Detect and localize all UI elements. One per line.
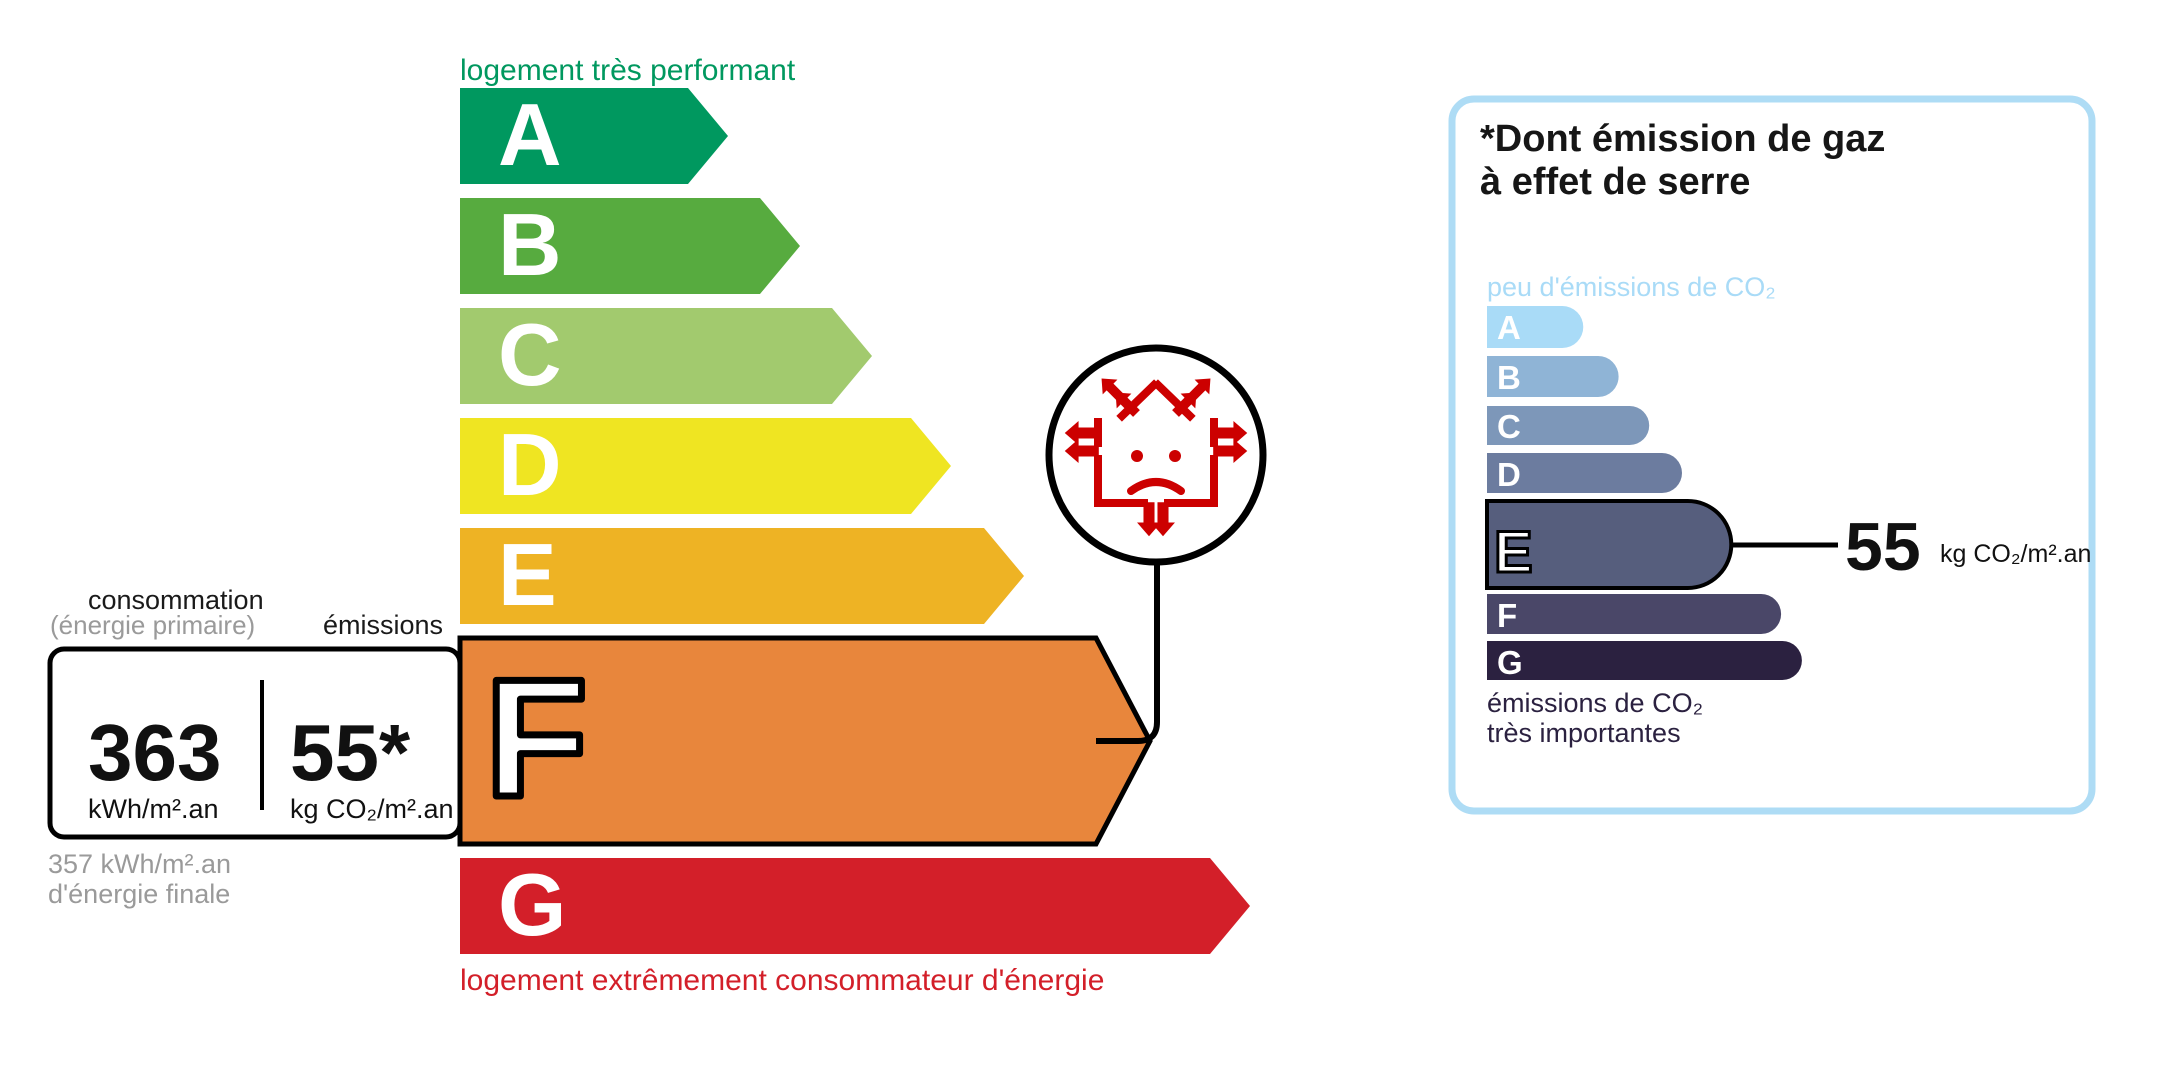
svg-text:logement extrêmement consommat: logement extrêmement consommateur d'éner… [460,964,1104,997]
svg-text:à effet de serre: à effet de serre [1480,161,1750,203]
svg-text:363: 363 [88,708,221,797]
svg-text:G: G [1497,644,1523,681]
svg-text:B: B [1497,359,1521,396]
svg-text:357 kWh/m².an: 357 kWh/m².an [48,849,231,879]
svg-text:B: B [498,195,562,294]
svg-text:peu d'émissions de CO₂: peu d'émissions de CO₂ [1487,272,1776,302]
svg-text:D: D [1497,456,1521,493]
svg-text:logement très performant: logement très performant [460,54,796,87]
svg-text:55*: 55* [290,708,411,797]
svg-text:A: A [498,85,562,184]
svg-text:F: F [485,644,588,832]
svg-text:55: 55 [1845,509,1921,585]
svg-text:émissions: émissions [323,610,443,640]
svg-text:kg CO₂/m².an: kg CO₂/m².an [1940,540,2091,568]
svg-text:émissions de CO₂: émissions de CO₂ [1487,688,1703,718]
svg-text:très importantes: très importantes [1487,718,1681,748]
svg-text:(énergie primaire): (énergie primaire) [50,610,255,640]
svg-text:F: F [1497,597,1517,634]
svg-text:D: D [498,415,562,514]
svg-text:*Dont émission de gaz: *Dont émission de gaz [1480,118,1885,160]
svg-text:C: C [1497,408,1521,445]
svg-text:A: A [1497,309,1521,346]
svg-text:E: E [1494,520,1533,585]
svg-text:E: E [498,525,557,624]
svg-text:kWh/m².an: kWh/m².an [88,794,219,824]
svg-text:d'énergie finale: d'énergie finale [48,879,230,909]
svg-text:G: G [498,855,566,954]
svg-text:kg CO₂/m².an: kg CO₂/m².an [290,794,454,824]
svg-text:C: C [498,305,562,404]
